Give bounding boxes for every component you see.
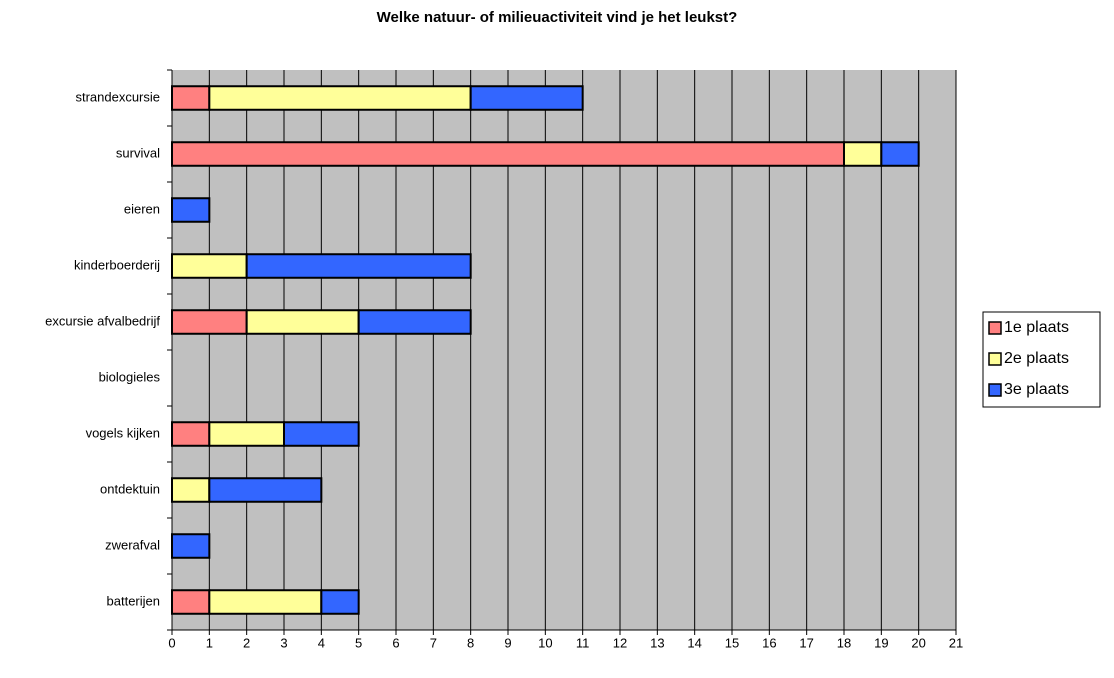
bar-segment (283, 421, 360, 447)
x-tick-label: 15 (725, 635, 739, 650)
x-tick-label: 16 (762, 635, 776, 650)
bar-segment (357, 309, 472, 335)
y-tick-label: batterijen (107, 593, 160, 608)
x-tick-label: 12 (613, 635, 627, 650)
y-tick-label: strandexcursie (75, 89, 160, 104)
legend-text: 3e plaats (1004, 381, 1069, 398)
x-tick-label: 5 (355, 635, 362, 650)
legend-swatch (988, 321, 1002, 335)
legend-text: 2e plaats (1004, 350, 1069, 367)
legend-swatch (988, 383, 1002, 397)
y-tick-label: kinderboerderij (74, 257, 160, 272)
bar-segment (208, 589, 323, 615)
bar-segment (171, 85, 211, 111)
bar-segment (171, 533, 211, 559)
x-tick-label: 19 (874, 635, 888, 650)
x-tick-label: 0 (168, 635, 175, 650)
x-tick-label: 2 (243, 635, 250, 650)
x-tick-label: 9 (504, 635, 511, 650)
legend-swatch (988, 352, 1002, 366)
y-tick-label: biologieles (99, 369, 161, 384)
bar-segment (880, 141, 920, 167)
bar-segment (208, 477, 323, 503)
x-tick-label: 6 (392, 635, 399, 650)
x-tick-label: 4 (318, 635, 325, 650)
y-tick-label: zwerafval (105, 537, 160, 552)
legend-box (982, 311, 1101, 408)
x-tick-label: 8 (467, 635, 474, 650)
bar-segment (171, 253, 248, 279)
x-tick-label: 21 (949, 635, 963, 650)
y-tick-label: eieren (124, 201, 160, 216)
bar-segment (171, 197, 211, 223)
bar-segment (171, 477, 211, 503)
y-tick-label: vogels kijken (86, 425, 160, 440)
x-tick-label: 1 (206, 635, 213, 650)
x-tick-label: 10 (538, 635, 552, 650)
x-tick-label: 11 (576, 635, 590, 650)
x-tick-label: 3 (280, 635, 287, 650)
chart-title: Welke natuur- of milieuactiviteit vind j… (377, 9, 738, 26)
bar-segment (245, 253, 472, 279)
y-tick-label: excursie afvalbedrijf (45, 313, 160, 328)
x-tick-label: 18 (837, 635, 851, 650)
bar-segment (171, 141, 845, 167)
bar-segment (171, 589, 211, 615)
bar-segment (245, 309, 360, 335)
x-tick-label: 17 (799, 635, 813, 650)
legend-text: 1e plaats (1004, 319, 1069, 336)
bar-segment (469, 85, 584, 111)
bar-segment (843, 141, 883, 167)
y-tick-label: ontdektuin (100, 481, 160, 496)
bar-segment (208, 85, 472, 111)
x-tick-label: 14 (687, 635, 701, 650)
x-tick-label: 20 (911, 635, 925, 650)
x-tick-label: 7 (430, 635, 437, 650)
bar-segment (320, 589, 360, 615)
y-tick-label: survival (116, 145, 160, 160)
bar-segment (171, 309, 248, 335)
bar-segment (208, 421, 285, 447)
x-tick-label: 13 (650, 635, 664, 650)
bar-segment (171, 421, 211, 447)
